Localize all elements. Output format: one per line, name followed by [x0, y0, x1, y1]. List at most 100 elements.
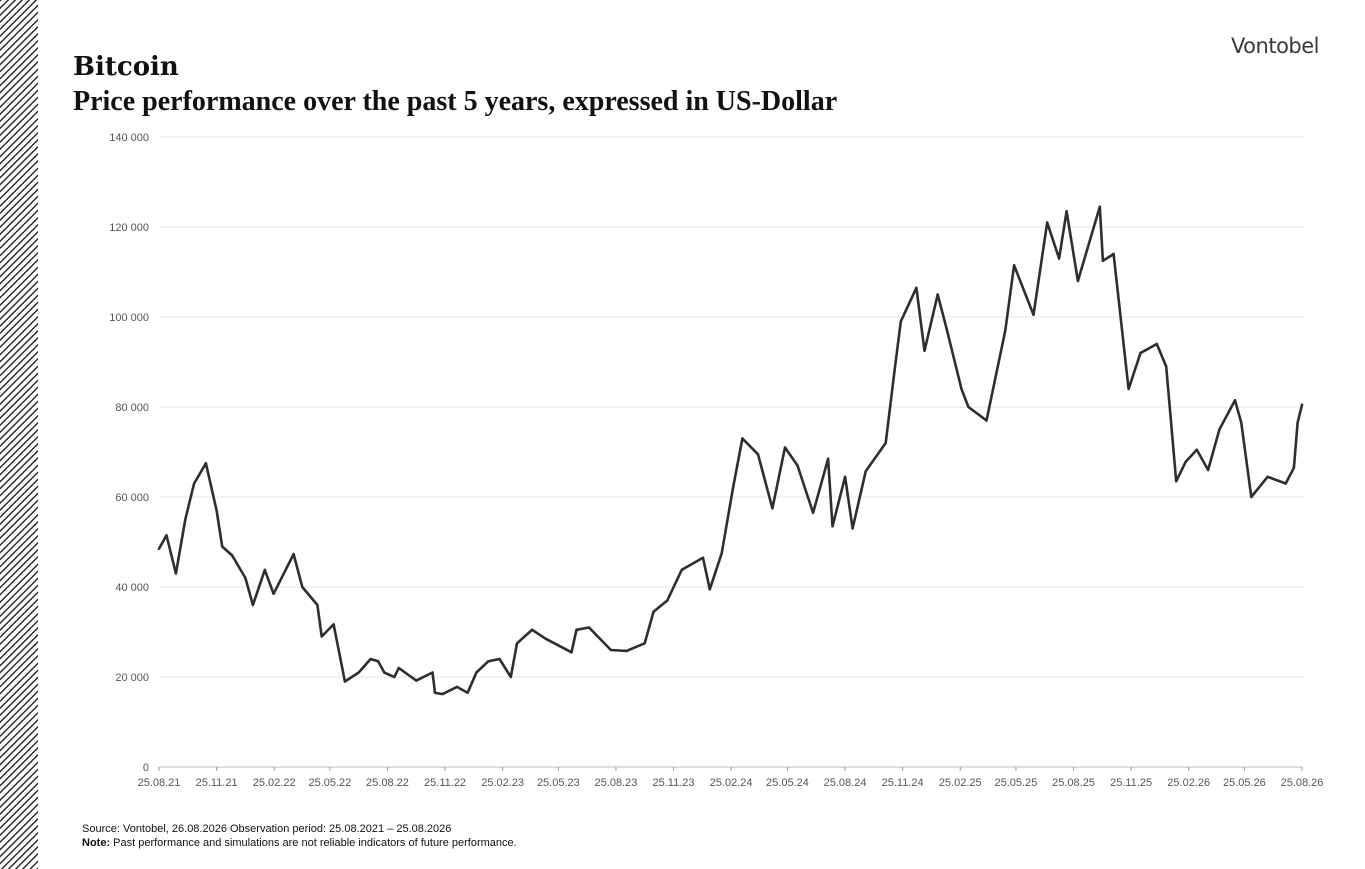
price-point: 15.11.23: 37000: [666, 599, 669, 602]
price-point: 10.01.22: 42000: [244, 576, 247, 580]
price-point: 27.09.24: 65700: [864, 470, 867, 473]
y-tick-label: 100 000: [109, 312, 149, 324]
x-tick-label: 25.02.26: [1167, 777, 1210, 789]
x-tick-label: 25.08.23: [595, 777, 638, 789]
x-tick-label: 25.05.26: [1223, 777, 1266, 789]
price-point: 08.04.25: 77000: [985, 419, 988, 422]
price-point: 05.07.24: 56500: [811, 511, 815, 514]
price-point: 20.10.21: 63000: [192, 482, 196, 485]
chart-subtitle: Price performance over the past 5 years,…: [73, 86, 838, 117]
price-point: 04.12.21: 49000: [221, 545, 224, 548]
note-label: Note:: [82, 837, 111, 849]
price-point: 13.07.23: 31000: [587, 626, 591, 629]
price-point: 11.01.24: 46500: [701, 556, 705, 559]
x-axis-ticks: 25.08.21 25.11.21 25.02.22 25.05.22 25.08.22…: [138, 766, 1324, 789]
price-point: 10.02.24: 47500: [720, 552, 723, 555]
price-point: 17.12.24: 106500: [915, 286, 918, 289]
price-point: 14.12.22: 17800: [455, 685, 459, 689]
y-axis-ticks: 0 20 000 40 000 60 000 80 000 100 000 120 000 1…: [109, 132, 149, 774]
price-point: 22.01.22: 36000: [251, 603, 255, 607]
note-text: Past performance and simulations are not…: [110, 837, 517, 849]
price-point: 10.12.25: 92000: [1139, 351, 1142, 355]
price-point: 27.02.25: 84000: [960, 387, 963, 391]
price-point: 10.08.22: 23500: [376, 660, 380, 663]
price-point: 28.03.26: 66000: [1206, 468, 1210, 472]
price-point: 05.05.22: 36000: [316, 603, 319, 607]
price-point: 10.10.23: 27500: [643, 642, 646, 645]
price-point: 21.09.21: 43000: [174, 572, 178, 575]
price-point: 10.02.22: 43800: [263, 568, 266, 572]
price-point: 18.08.26: 76500: [1296, 421, 1299, 424]
price-point: 31.12.22: 16500: [466, 691, 469, 694]
price-point: 06.09.24: 53000: [851, 527, 854, 530]
chart-title: Bitcoin: [73, 52, 179, 82]
x-tick-label: 25.08.25: [1052, 777, 1095, 789]
price-point: 11.09.23: 25800: [625, 649, 628, 653]
x-tick-label: 25.08.24: [824, 777, 867, 789]
price-point: 21.11.22: 16200: [441, 692, 444, 696]
vontobel-logo: Vontobel: [1230, 34, 1320, 58]
price-point: 30.07.26: 63000: [1284, 482, 1287, 485]
x-tick-label: 25.11.22: [424, 777, 466, 789]
x-tick-label: 25.11.25: [1110, 777, 1152, 789]
price-point: 17.08.23: 26000: [609, 648, 613, 652]
price-point: 22.11.24: 99000: [899, 320, 902, 323]
x-tick-label: 25.05.23: [537, 777, 580, 789]
price-point: 10.06.24: 67000: [796, 464, 799, 467]
price-point: 28.02.24: 62000: [731, 486, 735, 490]
price-point: 28.10.25: 114000: [1112, 252, 1115, 256]
price-point: 20.01.26: 89000: [1165, 365, 1168, 368]
price-point: 20.02.26: 67800: [1184, 460, 1187, 464]
price-point: 29.07.24: 68500: [826, 457, 830, 460]
hatch-decoration: [0, 0, 38, 869]
price-point: 06.09.21: 51500: [165, 534, 168, 537]
price-point: 29.07.22: 24000: [369, 657, 372, 661]
price-point: 05.11.22: 21000: [431, 671, 434, 674]
x-tick-label: 25.02.25: [939, 777, 982, 789]
price-point: 13.06.22: 22500: [340, 664, 343, 667]
x-tick-label: 25.05.25: [995, 777, 1038, 789]
bitcoin-price-line: [157, 205, 1304, 696]
price-point: 29.10.24: 72000: [884, 441, 887, 445]
price-point: 10.03.26: 70500: [1195, 448, 1199, 451]
price-point: 03.02.25: 97500: [945, 327, 948, 330]
price-point: 12.08.26: 66500: [1292, 466, 1296, 469]
price-point: 12.05.22: 29000: [320, 635, 323, 638]
price-point: 06.10.21: 55000: [184, 518, 187, 521]
price-point: 05.08.24: 53500: [831, 525, 834, 528]
price-point: 23.06.23: 30500: [575, 628, 578, 631]
price-point: 14.01.23: 21000: [475, 671, 478, 674]
price-point: 10.07.22: 21000: [357, 671, 360, 674]
x-tick-label: 25.11.23: [653, 777, 695, 789]
x-tick-label: 25.08.21: [138, 777, 181, 789]
price-point: 10.05.26: 81500: [1233, 399, 1237, 402]
y-tick-label: 80 000: [115, 402, 149, 414]
price-point: 14.07.25: 121000: [1046, 221, 1049, 224]
x-tick-label: 25.11.24: [882, 777, 924, 789]
price-point: 08.05.25: 97000: [1004, 329, 1007, 332]
price-point: 20.05.26: 76500: [1240, 421, 1243, 424]
price-point: 14.03.24: 73000: [741, 437, 744, 440]
price-point: 31.05.22: 31700: [332, 623, 335, 626]
y-tick-label: 120 000: [109, 222, 149, 234]
price-point: 02.08.25: 113000: [1057, 257, 1061, 260]
price-point: 09.11.22: 16500: [433, 691, 437, 694]
price-point: 06.10.25: 124500: [1098, 205, 1102, 208]
price-point: 18.06.22: 19000: [343, 680, 347, 683]
price-point: 13.04.23: 30500: [530, 628, 534, 631]
price-point: 15.04.26: 75000: [1218, 428, 1221, 431]
source-note: Source: Vontobel, 26.08.2026 Observation…: [82, 823, 452, 835]
price-point: 20.08.22: 21000: [383, 671, 386, 674]
price-point: 22.01.24: 39500: [708, 588, 711, 591]
x-tick-label: 25.08.26: [1281, 777, 1324, 789]
x-tick-label: 25.02.24: [710, 777, 753, 789]
series-layer: 25.08.21: 48500 06.09.21: 51500 21.09.21: …: [157, 205, 1304, 696]
price-point: 22.06.25: 100500: [1032, 313, 1035, 316]
price-point: 01.07.26: 64500: [1266, 475, 1269, 478]
y-tick-label: 140 000: [109, 132, 149, 144]
